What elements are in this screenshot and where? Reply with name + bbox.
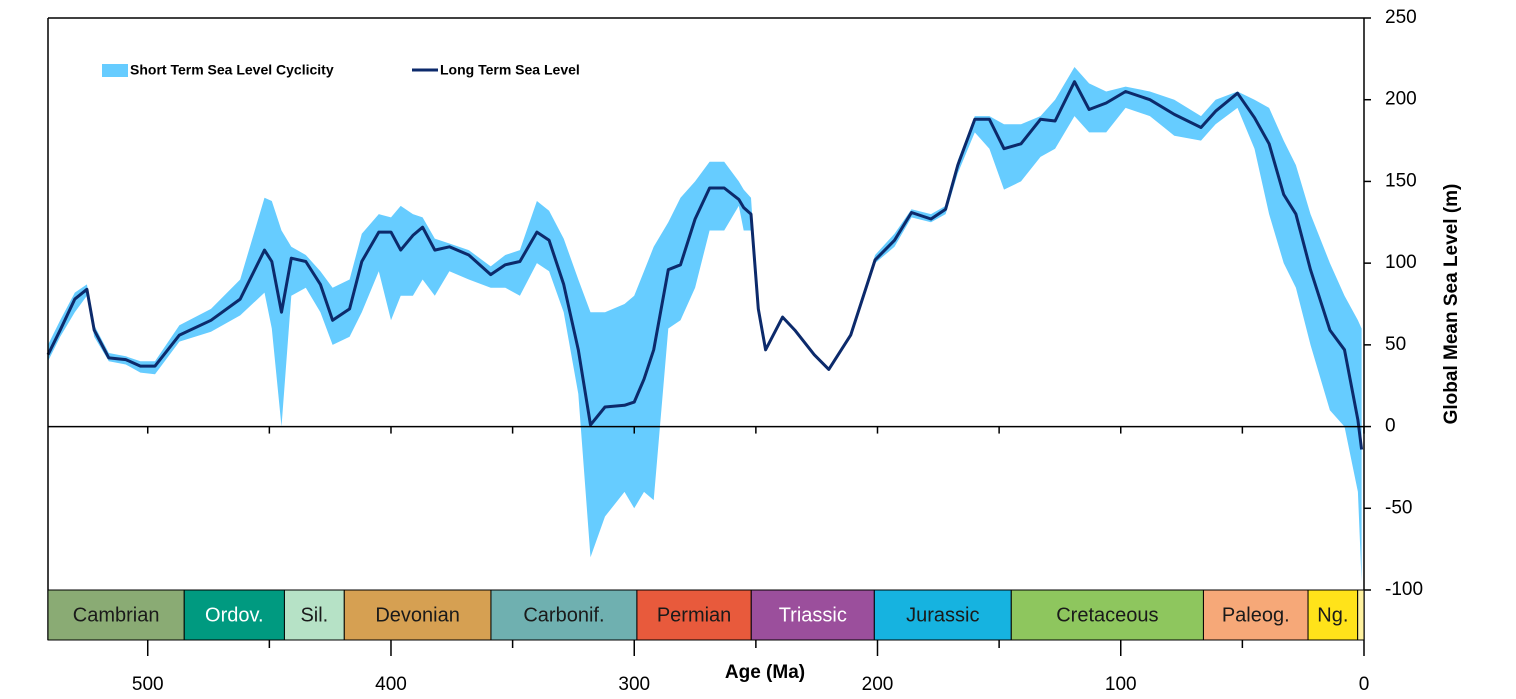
period-label: Cambrian — [73, 604, 160, 626]
y-tick-label: 100 — [1385, 252, 1417, 273]
period-box — [183, 589, 285, 641]
period-label: Cretaceous — [1056, 604, 1158, 626]
y-tick-label: 150 — [1385, 170, 1417, 191]
y-tick-label: -100 — [1385, 579, 1423, 600]
period-label: Ordov. — [205, 604, 264, 626]
legend-label: Short Term Sea Level Cyclicity — [130, 62, 334, 78]
period-box — [1357, 589, 1365, 641]
period-label: Permian — [657, 604, 731, 626]
cyclicity-band — [48, 67, 1362, 582]
x-tick-label: 500 — [132, 674, 164, 695]
y-tick-label: 0 — [1385, 416, 1396, 437]
period-box — [636, 589, 752, 641]
y-tick-label: 200 — [1385, 89, 1417, 110]
x-tick-label: 200 — [862, 674, 894, 695]
sea-level-line — [46, 80, 1364, 450]
y-tick-label: 50 — [1385, 334, 1406, 355]
period-label: Ng. — [1317, 604, 1348, 626]
period-label: Jurassic — [906, 604, 979, 626]
y-tick-label: -50 — [1385, 497, 1412, 518]
legend-label: Long Term Sea Level — [440, 62, 580, 78]
x-tick-label: 100 — [1105, 674, 1137, 695]
x-axis-label: Age (Ma) — [725, 662, 805, 683]
period-label: Triassic — [779, 604, 847, 626]
period-label: Carbonif. — [523, 604, 604, 626]
legend-swatch — [102, 64, 128, 77]
x-tick-label: 400 — [375, 674, 407, 695]
period-box — [490, 589, 638, 641]
period-box — [343, 589, 492, 641]
period-box — [750, 589, 875, 641]
period-label: Paleog. — [1222, 604, 1290, 626]
period-box — [47, 589, 185, 641]
period-box — [1010, 589, 1204, 641]
period-box — [1307, 589, 1359, 641]
period-label: Devonian — [375, 604, 460, 626]
y-axis-label: Global Mean Sea Level (m) — [1441, 184, 1462, 425]
period-label: Sil. — [300, 604, 328, 626]
x-tick-label: 300 — [618, 674, 650, 695]
x-tick-label: 0 — [1359, 674, 1370, 695]
period-box — [1202, 589, 1309, 641]
period-box — [283, 589, 345, 641]
y-tick-label: 250 — [1385, 7, 1417, 28]
